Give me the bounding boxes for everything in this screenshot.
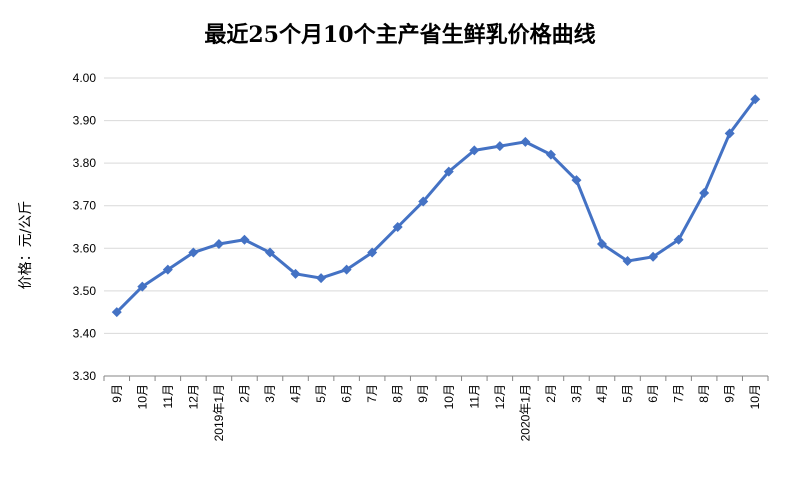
x-tick-label: 4月 xyxy=(289,384,303,403)
data-point xyxy=(724,128,735,139)
data-point xyxy=(367,247,378,258)
x-tick-label: 3月 xyxy=(569,384,583,403)
data-point xyxy=(520,136,531,147)
x-tick-label: 10月 xyxy=(135,384,149,409)
data-point xyxy=(750,94,761,105)
x-tick-label: 3月 xyxy=(263,384,277,403)
data-point xyxy=(494,141,505,152)
y-tick-label: 3.60 xyxy=(73,241,97,255)
data-point xyxy=(699,187,710,198)
x-tick-label: 6月 xyxy=(340,384,354,403)
gridlines xyxy=(104,77,768,334)
x-tick-label: 2月 xyxy=(237,384,251,403)
data-point xyxy=(469,145,480,156)
data-point xyxy=(392,222,403,232)
data-point xyxy=(213,239,224,250)
y-tick-label: 3.30 xyxy=(73,369,97,383)
chart-title: 最近25个月10个主产省生鲜乳价格曲线 xyxy=(204,22,595,48)
x-tick-label: 2020年1月 xyxy=(518,384,532,441)
data-point xyxy=(111,307,122,318)
x-tick-label: 9月 xyxy=(110,384,124,403)
x-tick-label: 12月 xyxy=(186,384,200,409)
data-point xyxy=(571,175,582,186)
y-tick-label: 3.40 xyxy=(73,326,97,340)
x-tick-label: 8月 xyxy=(697,384,711,403)
y-tick-label: 4.00 xyxy=(73,71,97,85)
x-tick-label: 9月 xyxy=(416,384,430,403)
y-axis-label: 价格：元/公斤 xyxy=(18,201,34,290)
x-tick-label: 12月 xyxy=(493,384,507,409)
x-tick-label: 11月 xyxy=(161,384,175,408)
x-tick-label: 8月 xyxy=(391,384,405,403)
data-point xyxy=(597,239,607,250)
x-tick-label: 7月 xyxy=(365,384,379,403)
y-tick-label: 3.80 xyxy=(73,156,97,170)
x-tick-label: 6月 xyxy=(646,384,660,403)
data-point xyxy=(418,196,429,207)
data-point xyxy=(443,166,454,177)
series xyxy=(111,94,761,318)
x-tick-label: 5月 xyxy=(314,384,328,403)
y-tick-label: 3.90 xyxy=(73,114,97,128)
data-point xyxy=(341,264,352,275)
y-tick-labels: 3.30 3.40 3.50 3.60 3.70 3.80 3.90 4.00 xyxy=(73,71,97,383)
data-point xyxy=(316,273,327,284)
data-point xyxy=(545,149,556,160)
axes xyxy=(103,375,769,381)
y-tick-label: 3.70 xyxy=(73,199,97,213)
data-point xyxy=(162,264,173,275)
x-tick-label: 11月 xyxy=(467,384,481,408)
x-tick-label: 7月 xyxy=(672,384,686,403)
data-point xyxy=(622,256,633,267)
x-tick-labels: 9月 10月 11月 12月 2019年1月 2月 3月 4月 5月 6月 7月 8月 9月 10月 11月… xyxy=(110,384,762,441)
x-tick-label: 2月 xyxy=(544,384,558,403)
x-tick-label: 9月 xyxy=(723,384,737,403)
x-tick-label: 5月 xyxy=(621,384,635,403)
data-point xyxy=(265,247,275,258)
x-tick-label: 4月 xyxy=(595,384,609,403)
y-tick-label: 3.50 xyxy=(73,284,97,298)
data-point xyxy=(648,251,659,262)
data-point xyxy=(188,247,199,258)
x-tick-label: 10月 xyxy=(442,384,456,409)
data-point xyxy=(239,234,250,245)
x-tick-label: 10月 xyxy=(748,384,762,409)
x-tick-label: 2019年1月 xyxy=(212,384,226,441)
data-point xyxy=(673,234,684,245)
data-point xyxy=(137,281,148,292)
data-point xyxy=(290,268,301,279)
